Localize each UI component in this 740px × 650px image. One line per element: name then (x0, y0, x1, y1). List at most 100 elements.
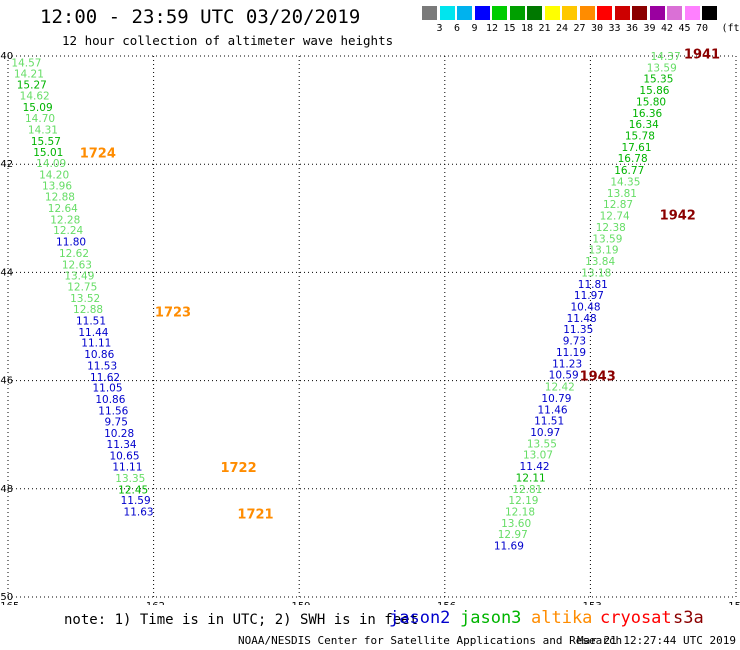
wave-height-value: 11.44 (78, 327, 108, 339)
wave-height-value: 9.75 (105, 417, 128, 429)
wave-height-value: 11.05 (92, 383, 122, 395)
wave-height-value: 16.36 (632, 108, 662, 120)
wave-height-value: 12.63 (62, 259, 92, 271)
wave-height-value: 11.51 (76, 316, 106, 328)
wave-height-value: 14.31 (28, 125, 58, 137)
wave-height-value: 15.35 (643, 74, 673, 86)
wave-height-value: 9.73 (563, 336, 586, 348)
wave-height-value: 14.20 (39, 169, 69, 181)
scale-swatch (684, 6, 700, 20)
x-tick-label: -162 (142, 601, 165, 605)
wave-height-value: 15.09 (23, 102, 53, 114)
x-tick-label: -150 (725, 601, 740, 605)
wave-height-value: 10.86 (95, 394, 125, 406)
scale-swatch (614, 6, 630, 20)
wave-height-value: 13.55 (527, 438, 557, 450)
x-tick-label: -165 (0, 601, 19, 605)
legend-jason3: jason3 (460, 608, 522, 628)
wave-height-value: 15.27 (17, 80, 47, 92)
wave-height-value: 11.53 (87, 360, 117, 372)
scale-tick-label: 33 (608, 23, 621, 34)
x-tick-label: -153 (579, 601, 602, 605)
wave-height-value: 14.62 (20, 90, 50, 102)
scale-swatch (562, 6, 577, 20)
scale-tick-label: 21 (538, 23, 551, 34)
legend-cryosat: cryosat (600, 608, 672, 628)
scale-swatch (544, 6, 560, 20)
wave-height-value: 10.59 (549, 370, 579, 382)
wave-height-value: 13.18 (581, 267, 611, 279)
wave-height-value: 13.52 (70, 293, 100, 305)
scale-tick-label: 9 (471, 23, 478, 34)
wave-height-value: 13.60 (501, 518, 531, 530)
pass-label: 1723 (155, 305, 191, 320)
scale-tick-label: 27 (573, 23, 586, 34)
scale-unit: (ft) (721, 23, 740, 34)
pass-label: 1943 (580, 370, 616, 385)
altimeter-plot: -165 -162 -159 -156 -153 -150 -40 -42 -44 -46 -48 -… (0, 47, 740, 605)
wave-height-value: 11.42 (520, 461, 550, 473)
wave-height-value: 11.35 (563, 324, 593, 336)
wave-height-value: 11.34 (107, 439, 137, 451)
wave-height-value: 15.01 (33, 147, 63, 159)
wave-height-value: 11.63 (124, 507, 154, 519)
wave-height-value: 13.49 (64, 271, 94, 283)
wave-height-value: 12.88 (73, 304, 103, 316)
wave-height-value: 10.65 (109, 450, 139, 462)
scale-swatch (509, 6, 525, 20)
scale-tick-label: 3 (436, 23, 443, 34)
scale-tick-label: 15 (503, 23, 516, 34)
wave-height-value: 11.11 (81, 338, 111, 350)
generated-timestamp: Mar 21 12:27:44 UTC 2019 (577, 634, 736, 647)
scale-swatch (422, 6, 437, 20)
scale-swatch (702, 6, 717, 20)
scale-swatch (667, 6, 682, 20)
wave-height-value: 15.57 (31, 136, 61, 148)
wave-height-value: 11.56 (98, 405, 128, 417)
scale-swatch (649, 6, 665, 20)
wave-height-value: 10.79 (541, 393, 571, 405)
scale-swatch (632, 6, 647, 20)
scale-tick-label: 36 (625, 23, 639, 34)
wave-height-value: 16.77 (614, 165, 644, 177)
wave-height-value: 14.21 (14, 68, 44, 80)
wave-height-value: 12.75 (67, 281, 97, 293)
wave-height-value: 11.11 (112, 462, 142, 474)
scale-tick-label: 30 (590, 23, 604, 34)
wave-height-value: 13.59 (592, 233, 622, 245)
scale-swatch (439, 6, 455, 20)
wave-height-value: 13.19 (588, 245, 618, 257)
wave-height-value: 14.35 (610, 177, 640, 189)
wave-height-value: 17.61 (621, 142, 651, 154)
wave-height-value: 15.86 (639, 85, 669, 97)
wave-height-value: 12.28 (50, 214, 80, 226)
wave-height-value: 11.46 (538, 404, 568, 416)
wave-height-value: 12.81 (512, 484, 542, 496)
wave-height-value: 12.11 (516, 472, 546, 484)
wave-height-value: 11.19 (556, 347, 586, 359)
pass-label: 1722 (220, 461, 256, 476)
chart-title: 12:00 - 23:59 UTC 03/20/2019 (40, 6, 361, 28)
wave-height-value: 12.19 (508, 495, 538, 507)
scale-swatch (527, 6, 542, 20)
wave-height-value: 11.80 (56, 237, 86, 249)
pass-label: 1942 (660, 209, 696, 224)
scale-swatch (579, 6, 595, 20)
wave-height-value: 11.97 (574, 290, 604, 302)
legend-s3a: s3a (673, 608, 704, 628)
wave-height-value: 12.87 (603, 199, 633, 211)
scale-tick-label: 18 (520, 23, 534, 34)
credit-line: NOAA/NESDIS Center for Satellite Applica… (238, 634, 623, 647)
x-tick-label: -156 (433, 601, 456, 605)
legend-altika: altika (531, 608, 593, 628)
chart-subtitle: 12 hour collection of altimeter wave hei… (62, 33, 394, 48)
wave-height-value: 14.70 (25, 113, 55, 125)
wave-height-value: 12.88 (45, 192, 75, 204)
pass-label: 1721 (237, 508, 273, 523)
wave-height-value: 15.80 (636, 96, 666, 108)
wave-height-value: 12.42 (545, 382, 575, 394)
wave-height-value: 13.35 (115, 473, 145, 485)
y-tick-label: -44 (0, 267, 13, 278)
wave-height-value: 12.38 (596, 222, 626, 234)
wave-height-value: 10.28 (104, 428, 134, 440)
